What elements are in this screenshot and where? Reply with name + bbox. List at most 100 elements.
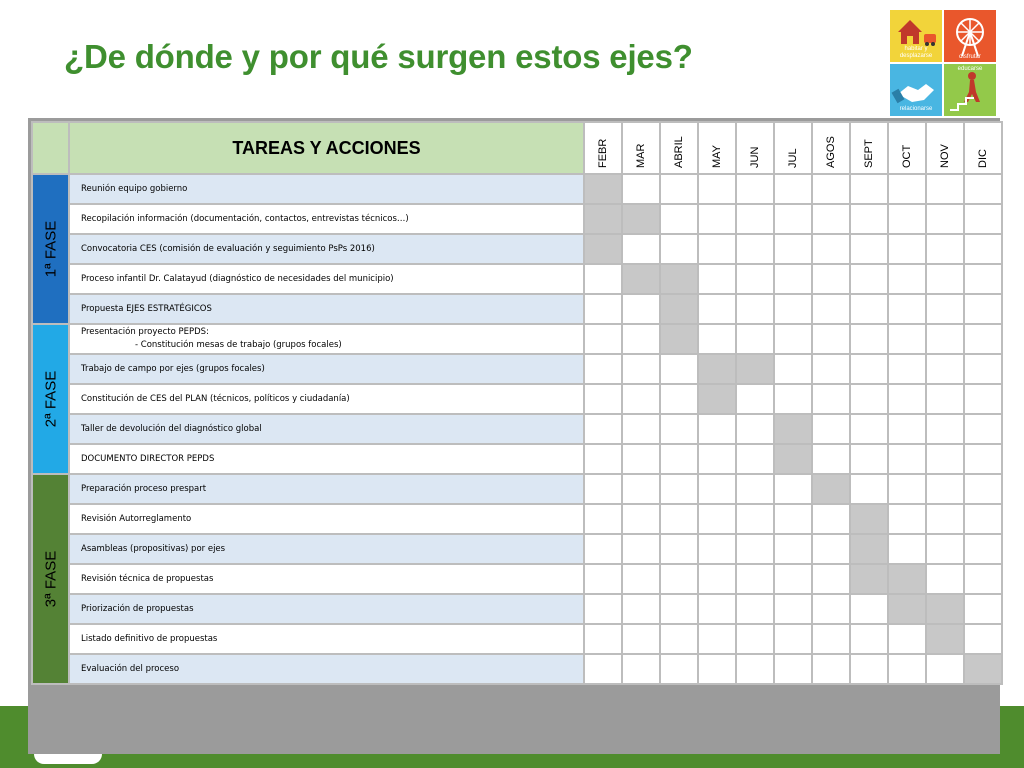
schedule-cell	[887, 623, 927, 655]
schedule-cell	[659, 473, 699, 505]
schedule-cell	[621, 563, 661, 595]
schedule-cell	[697, 593, 737, 625]
schedule-cell	[773, 653, 813, 685]
puzzle-piece-orange: disfrutar	[944, 10, 996, 62]
task-text: Taller de devolución del diagnóstico glo…	[81, 423, 262, 434]
schedule-cell	[697, 533, 737, 565]
schedule-cell-active	[659, 293, 699, 325]
schedule-cell	[659, 503, 699, 535]
schedule-cell-active	[583, 203, 623, 235]
schedule-cell	[583, 443, 623, 475]
schedule-cell	[925, 263, 965, 295]
schedule-cell-active	[659, 263, 699, 295]
schedule-cell	[583, 593, 623, 625]
phase-cell-3: 3ª FASE	[31, 473, 70, 685]
phase-cell-2: 2ª FASE	[31, 323, 70, 475]
schedule-cell	[659, 203, 699, 235]
schedule-cell	[697, 293, 737, 325]
task-text: Presentación proyecto PEPDS:	[81, 327, 209, 337]
schedule-cell	[963, 353, 1003, 385]
schedule-cell	[621, 593, 661, 625]
task-label: Recopilación información (documentación,…	[68, 203, 585, 235]
schedule-cell-active	[773, 443, 813, 475]
schedule-cell-active	[925, 623, 965, 655]
task-text: Proceso infantil Dr. Calatayud (diagnóst…	[81, 273, 394, 284]
schedule-cell	[735, 233, 775, 265]
schedule-cell	[697, 263, 737, 295]
table-row: 1ª FASE Reunión equipo gobierno	[31, 173, 1003, 325]
schedule-cell	[659, 563, 699, 595]
schedule-cell	[887, 293, 927, 325]
schedule-cell	[849, 653, 889, 685]
task-label: DOCUMENTO DIRECTOR PEPDS	[68, 443, 585, 475]
puzzle-piece-green: educarse	[944, 64, 996, 116]
schedule-cell	[735, 203, 775, 235]
schedule-cell	[811, 383, 851, 415]
task-text: Recopilación información (documentación,…	[81, 213, 409, 224]
schedule-cell	[887, 173, 927, 205]
schedule-cell	[697, 443, 737, 475]
schedule-cell	[583, 473, 623, 505]
task-label: Proceso infantil Dr. Calatayud (diagnóst…	[68, 263, 585, 295]
schedule-cell	[811, 263, 851, 295]
schedule-cell	[735, 263, 775, 295]
header-corner	[31, 121, 70, 175]
task-text: Propuesta EJES ESTRATÉGICOS	[81, 303, 212, 314]
schedule-cell	[925, 443, 965, 475]
schedule-cell-active	[811, 473, 851, 505]
month-header-nov: NOV	[925, 121, 965, 175]
month-header-jul: JUL	[773, 121, 813, 175]
schedule-cell	[963, 413, 1003, 445]
schedule-cell	[697, 653, 737, 685]
schedule-cell	[849, 323, 889, 355]
task-text: Evaluación del proceso	[81, 663, 180, 674]
month-label: FEBR	[597, 138, 609, 168]
month-header-oct: OCT	[887, 121, 927, 175]
task-label: Reunión equipo gobierno	[68, 173, 585, 205]
table-row: Priorización de propuestas	[32, 593, 1003, 625]
schedule-cell	[621, 653, 661, 685]
schedule-cell	[811, 503, 851, 535]
task-text: Trabajo de campo por ejes (grupos focale…	[81, 363, 265, 374]
schedule-cell	[621, 233, 661, 265]
schedule-cell	[811, 563, 851, 595]
schedule-cell	[735, 653, 775, 685]
schedule-cell-active	[849, 563, 889, 595]
month-label: SEPT	[863, 139, 875, 168]
schedule-cell	[735, 413, 775, 445]
schedule-cell	[963, 623, 1003, 655]
month-label: JUL	[787, 148, 799, 168]
schedule-cell	[963, 503, 1003, 535]
task-label: Evaluación del proceso	[68, 653, 585, 685]
task-label: Listado definitivo de propuestas	[68, 623, 585, 655]
table-row: Revisión técnica de propuestas	[32, 563, 1003, 595]
schedule-cell	[963, 233, 1003, 265]
schedule-cell	[811, 443, 851, 475]
table-row: Trabajo de campo por ejes (grupos focale…	[32, 353, 1003, 385]
task-label: Convocatoria CES (comisión de evaluación…	[68, 233, 585, 265]
schedule-cell	[887, 383, 927, 415]
schedule-cell	[811, 413, 851, 445]
month-header-febr: FEBR	[583, 121, 623, 175]
schedule-cell	[583, 323, 623, 355]
column-header-tareas: TAREAS Y ACCIONES	[68, 121, 585, 175]
schedule-cell	[621, 353, 661, 385]
schedule-cell	[887, 653, 927, 685]
schedule-cell	[963, 203, 1003, 235]
puzzle-piece-blue: relacionarse	[890, 64, 942, 116]
schedule-cell	[659, 443, 699, 475]
schedule-cell	[963, 533, 1003, 565]
schedule-cell	[583, 293, 623, 325]
schedule-cell	[811, 233, 851, 265]
table-row: Convocatoria CES (comisión de evaluación…	[32, 233, 1003, 265]
schedule-cell	[583, 503, 623, 535]
table-row: 2ª FASE Presentación proyecto PEPDS: - Con…	[31, 323, 1003, 475]
schedule-cell	[773, 383, 813, 415]
schedule-cell	[925, 383, 965, 415]
schedule-cell	[697, 623, 737, 655]
schedule-cell	[963, 563, 1003, 595]
schedule-cell	[849, 413, 889, 445]
piece-label-educarse: educarse	[957, 66, 983, 72]
task-label: Preparación proceso prespart	[68, 473, 585, 505]
schedule-cell	[735, 173, 775, 205]
